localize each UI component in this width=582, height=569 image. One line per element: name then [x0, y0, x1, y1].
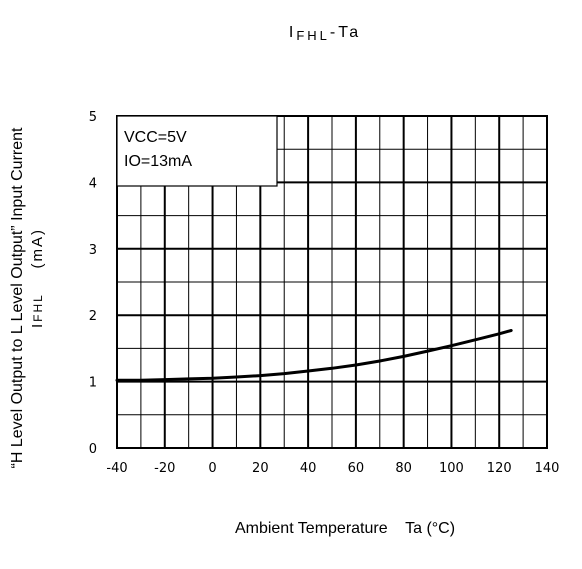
y-axis-label: “H Level Output to L Level Output” Input… [9, 127, 46, 468]
x-tick-label: 140 [535, 461, 560, 476]
x-tick-label: 100 [439, 461, 464, 476]
y-tick-label: 0 [89, 442, 97, 457]
y-tick-label: 2 [89, 309, 97, 324]
annotation-vcc: VCC=5V [124, 129, 187, 146]
x-tick-labels: -40 -20 0 20 40 60 80 100 120 140 [106, 461, 559, 476]
title-suffix: -Ta [330, 24, 361, 41]
y-axis-label-line1: “H Level Output to L Level Output” Input… [9, 127, 26, 468]
x-tick-label: 120 [487, 461, 512, 476]
chart-title: IFHL-Ta [289, 24, 361, 43]
plot-frame [116, 115, 548, 449]
x-axis-label: Ambient Temperature Ta (°C) [235, 520, 455, 537]
title-symbol: I [289, 24, 296, 41]
x-tick-label: 20 [252, 461, 269, 476]
title-subscript: FHL [296, 28, 330, 43]
annotation-box: VCC=5V IO=13mA [116, 115, 278, 187]
series-line-ifhl [115, 329, 513, 382]
y-tick-label: 3 [89, 243, 97, 258]
y-tick-label: 5 [89, 110, 97, 125]
y-tick-labels: 0 1 2 3 4 5 [89, 110, 97, 457]
ylabel-unit: (mA) [29, 228, 46, 293]
x-tick-label: -20 [154, 461, 175, 476]
x-tick-label: 40 [300, 461, 317, 476]
y-tick-label: 4 [89, 176, 97, 191]
ylabel-symbol: I [29, 322, 46, 328]
x-tick-label: -40 [106, 461, 127, 476]
y-tick-label: 1 [89, 376, 97, 391]
ylabel-subscript: FHL [31, 293, 45, 322]
y-axis-label-line2: IFHL (mA) [29, 228, 46, 328]
x-tick-label: 80 [395, 461, 412, 476]
annotation-io: IO=13mA [124, 153, 192, 170]
x-tick-label: 60 [348, 461, 365, 476]
annotation-frame [116, 115, 278, 187]
x-tick-label: 0 [208, 461, 216, 476]
